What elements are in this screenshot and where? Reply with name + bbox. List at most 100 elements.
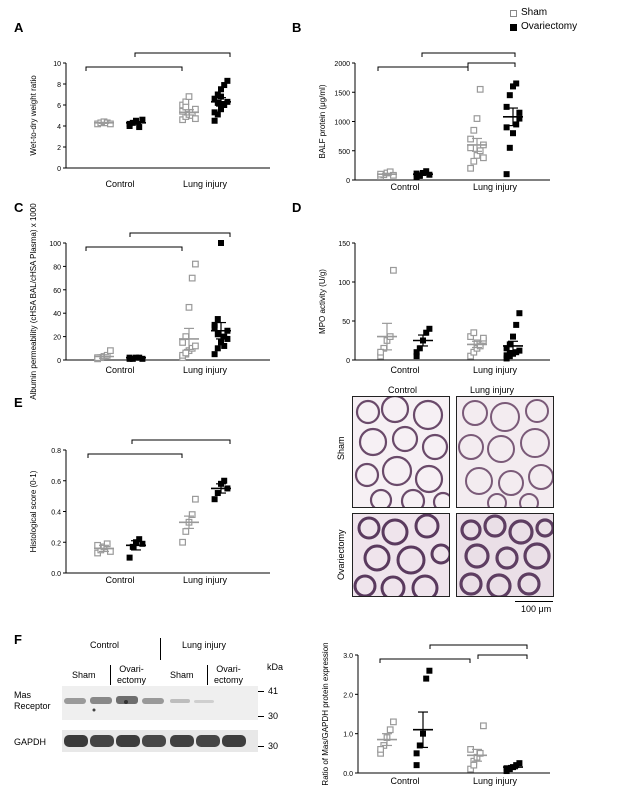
ovx-point xyxy=(211,95,218,102)
y-axis-label: Ratio of Mas/GAPDH protein expression xyxy=(321,642,330,785)
ovx-point xyxy=(416,172,423,179)
ovx-point xyxy=(506,144,513,151)
sham-point xyxy=(182,528,190,535)
sham-point xyxy=(192,260,199,268)
x-group-label: Control xyxy=(390,182,419,192)
sham-point xyxy=(390,718,397,726)
ovx-point xyxy=(214,316,221,323)
sham-point xyxy=(470,761,478,769)
ovx-point xyxy=(139,540,146,547)
y-tick-label: 40 xyxy=(53,311,61,318)
blot-mas-strip xyxy=(62,686,258,720)
y-tick-label: 8 xyxy=(57,82,61,89)
legend-ovx-label: Ovariectomy xyxy=(521,21,578,32)
ovx-point xyxy=(516,115,523,122)
significance-bracket xyxy=(85,66,183,71)
panel-letter-f: F xyxy=(14,632,22,647)
significance-bracket xyxy=(477,654,528,659)
y-tick-label: 0 xyxy=(57,358,61,365)
legend-sham-label: Sham xyxy=(521,7,548,18)
histo-row-sham: Sham xyxy=(336,436,346,460)
ovx-point xyxy=(211,351,218,358)
panel-letter-e: E xyxy=(14,395,23,410)
ovx-point xyxy=(516,310,523,317)
scale-bar xyxy=(515,601,553,602)
significance-bracket xyxy=(379,658,471,663)
ovx-point xyxy=(513,121,520,128)
ovx-point xyxy=(513,321,520,328)
histology-image xyxy=(353,397,449,507)
sham-point xyxy=(188,274,196,282)
y-tick-label: 100 xyxy=(338,280,350,287)
ovx-point xyxy=(516,109,523,116)
ovx-point xyxy=(214,111,221,118)
ovx-point xyxy=(506,349,513,356)
sham-point xyxy=(480,334,487,342)
y-axis-label: MPO activity (U/g) xyxy=(318,269,327,334)
ovx-point xyxy=(423,329,430,336)
ovx-point xyxy=(133,117,139,124)
y-tick-label: 3.0 xyxy=(343,653,353,660)
ovx-point xyxy=(413,750,420,757)
significance-bracket xyxy=(467,62,516,67)
y-tick-label: 50 xyxy=(342,319,350,326)
ovx-point xyxy=(221,82,228,89)
sham-point xyxy=(390,266,397,274)
ovx-point xyxy=(426,325,433,332)
ovx-point xyxy=(413,353,420,360)
chart-a: 0 2 4 6 8 10 Wet-to-dry weight ratio Control Lun… xyxy=(29,52,270,189)
histology-sham-control xyxy=(352,396,450,508)
blot-marker-30b: 30 xyxy=(268,741,279,751)
y-tick-label: 10 xyxy=(53,61,61,68)
y-tick-label: 150 xyxy=(338,241,350,248)
ovx-point xyxy=(136,536,143,543)
ovx-point xyxy=(218,106,224,113)
significance-bracket xyxy=(131,439,231,444)
sham-point xyxy=(182,349,190,357)
ovx-point xyxy=(218,240,224,246)
histo-col-control: Control xyxy=(388,385,418,395)
blot-gapdh-strip xyxy=(62,730,258,752)
sham-point xyxy=(473,115,481,122)
legend-sham: Sham xyxy=(510,6,577,20)
ovx-point xyxy=(506,341,513,348)
y-axis-label: Albumin permeability (cHSA BAL/cHSA Plas… xyxy=(29,203,38,400)
histology-image xyxy=(353,514,449,596)
blot-header-injury: Lung injury xyxy=(182,640,227,650)
significance-bracket xyxy=(129,232,231,237)
x-group-label: Control xyxy=(390,776,419,786)
ovx-point xyxy=(423,675,430,682)
chart-e: 0.0 0.2 0.4 0.6 0.8 Histological score (0-1) C… xyxy=(29,439,270,585)
significance-bracket xyxy=(87,453,183,458)
ovx-point xyxy=(503,352,510,359)
ovx-point xyxy=(510,350,516,357)
x-group-label: Control xyxy=(390,365,419,375)
panel-letter-a: A xyxy=(14,20,24,35)
ovx-point xyxy=(416,742,423,749)
y-tick-label: 0.8 xyxy=(51,448,61,455)
ovx-point xyxy=(506,92,513,99)
sham-point xyxy=(470,126,478,134)
ovx-point xyxy=(510,333,516,340)
ovx-point xyxy=(503,124,510,131)
ovx-point xyxy=(510,83,516,90)
sham-point xyxy=(480,722,487,730)
ovx-point xyxy=(211,109,218,116)
blot-header-control: Control xyxy=(90,640,120,650)
significance-bracket xyxy=(377,66,469,71)
sham-point xyxy=(179,339,187,346)
blot-marker-41: 41 xyxy=(268,686,279,696)
histology-ovx-injury xyxy=(456,513,554,597)
histology-sham-injury xyxy=(456,396,554,508)
blot-lane-ovx-2: Ovari- ectomy xyxy=(214,664,244,685)
y-tick-label: 1500 xyxy=(334,90,350,97)
blot-tick-30a xyxy=(258,716,264,717)
significance-bracket xyxy=(429,644,528,649)
sham-point xyxy=(386,726,394,734)
ovx-point xyxy=(218,86,224,93)
significance-bracket xyxy=(421,52,516,57)
ovx-point xyxy=(221,333,228,340)
ovx-point xyxy=(506,353,513,360)
sham-point xyxy=(476,85,484,93)
y-tick-label: 6 xyxy=(57,103,61,110)
